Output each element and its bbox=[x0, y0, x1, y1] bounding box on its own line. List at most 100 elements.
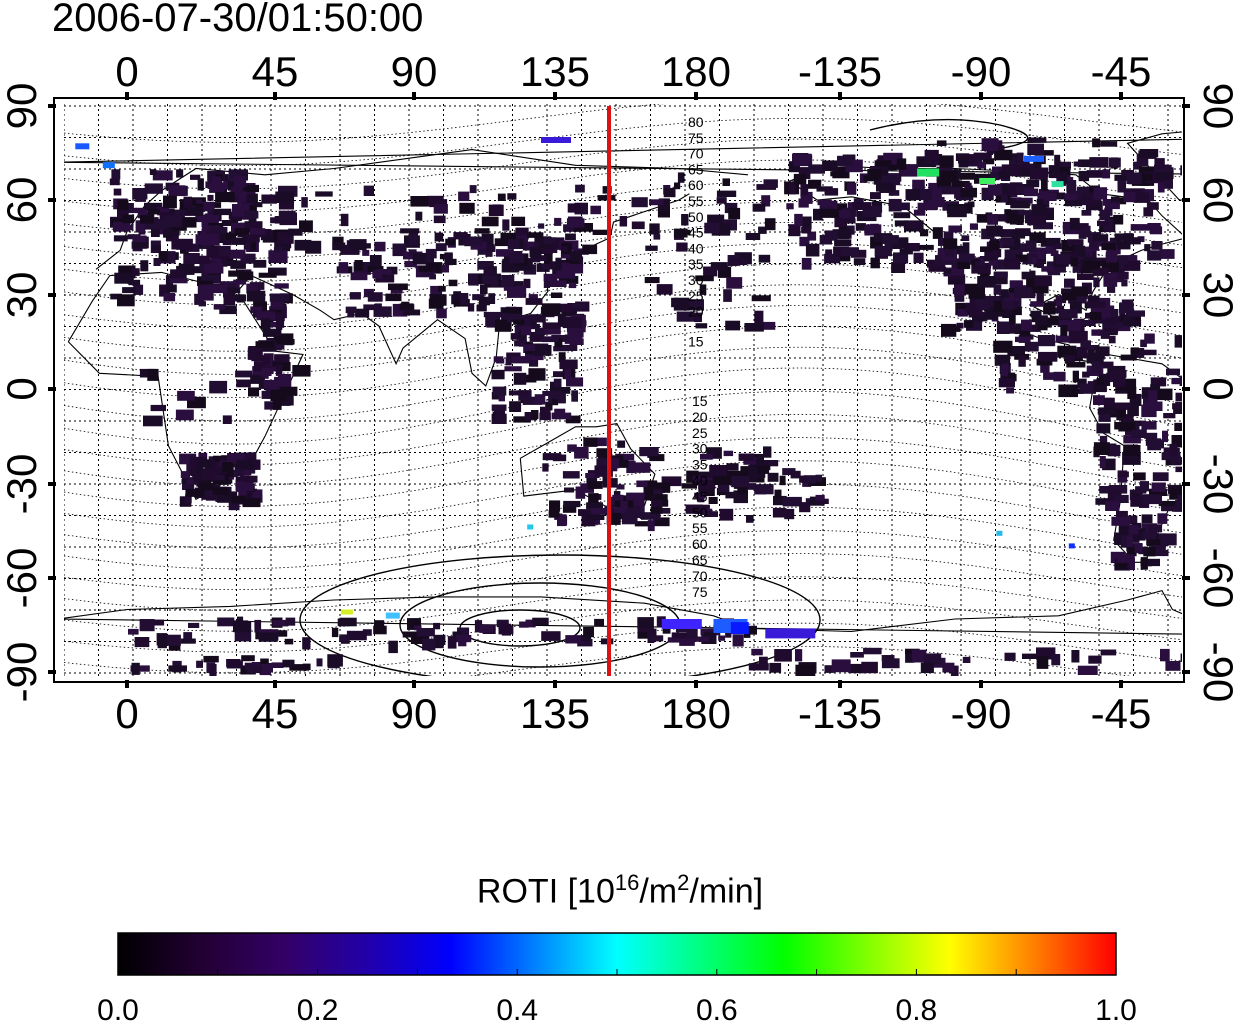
roti-cell bbox=[514, 325, 522, 335]
roti-cell bbox=[522, 396, 542, 405]
roti-cell bbox=[340, 213, 349, 227]
roti-cell bbox=[1062, 292, 1077, 301]
right-axis-tick: 90 bbox=[1195, 83, 1240, 130]
roti-cell bbox=[1060, 171, 1068, 184]
roti-cell bbox=[725, 491, 736, 499]
roti-cell bbox=[718, 635, 726, 641]
roti-cell bbox=[542, 322, 561, 329]
contour-line bbox=[64, 242, 1182, 306]
roti-cell bbox=[795, 664, 816, 676]
roti-cell bbox=[169, 278, 188, 284]
roti-cell bbox=[110, 293, 123, 300]
roti-cell bbox=[590, 508, 608, 515]
roti-cell bbox=[1000, 289, 1009, 298]
roti-cell bbox=[595, 437, 607, 447]
roti-cell bbox=[1100, 649, 1117, 656]
roti-cell bbox=[813, 208, 823, 221]
roti-cell bbox=[1073, 245, 1086, 257]
roti-cell bbox=[594, 465, 613, 477]
roti-cell bbox=[1001, 300, 1015, 310]
roti-cell bbox=[468, 273, 479, 286]
roti-cell bbox=[557, 313, 566, 327]
roti-cell bbox=[1096, 378, 1104, 385]
roti-cell bbox=[891, 262, 906, 273]
roti-cell bbox=[241, 492, 253, 498]
roti-cell bbox=[483, 267, 495, 276]
roti-cell bbox=[723, 450, 734, 457]
roti-cell bbox=[510, 333, 521, 340]
roti-cell bbox=[1127, 310, 1145, 317]
roti-cell bbox=[428, 640, 444, 649]
roti-cell bbox=[164, 215, 183, 228]
roti-cell bbox=[477, 261, 494, 270]
roti-cell bbox=[273, 246, 283, 253]
bottom-axis-tick: 180 bbox=[661, 690, 731, 737]
roti-cell bbox=[532, 617, 549, 626]
roti-cell bbox=[1089, 312, 1102, 320]
roti-cell bbox=[525, 298, 543, 305]
roti-cell bbox=[1103, 274, 1118, 287]
roti-cell bbox=[590, 205, 601, 215]
roti-cell bbox=[345, 306, 357, 314]
roti-cell bbox=[228, 249, 246, 259]
roti-cell bbox=[790, 470, 801, 479]
roti-cell bbox=[175, 409, 194, 421]
roti-cell bbox=[1147, 250, 1162, 261]
roti-cell bbox=[961, 235, 970, 241]
roti-cell bbox=[226, 660, 243, 669]
roti-cell bbox=[302, 663, 311, 671]
roti-cell bbox=[650, 506, 663, 514]
roti-cell bbox=[187, 396, 206, 409]
roti-cell bbox=[653, 234, 661, 240]
roti-cell bbox=[763, 179, 778, 188]
roti-cell bbox=[268, 366, 282, 372]
colorbar-label-mid: /m bbox=[639, 872, 678, 911]
roti-cell bbox=[157, 206, 170, 216]
roti-cell bbox=[1086, 301, 1106, 308]
roti-cell bbox=[1091, 329, 1105, 336]
roti-cell bbox=[1010, 200, 1030, 209]
roti-cell bbox=[544, 251, 553, 264]
roti-cell bbox=[501, 260, 520, 273]
roti-cell bbox=[1011, 230, 1026, 239]
roti-cell bbox=[1216, 143, 1232, 149]
roti-cell bbox=[472, 294, 485, 301]
roti-cell bbox=[1040, 360, 1050, 373]
roti-cell bbox=[226, 456, 237, 465]
roti-cell bbox=[1077, 320, 1096, 327]
roti-cell bbox=[1116, 554, 1135, 563]
roti-cell bbox=[197, 178, 204, 191]
roti-cell bbox=[1208, 156, 1219, 169]
roti-cell bbox=[1000, 229, 1020, 238]
roti-cell bbox=[928, 182, 937, 191]
roti-cell bbox=[1071, 650, 1080, 663]
roti-cell bbox=[1128, 525, 1139, 535]
roti-cell bbox=[571, 303, 586, 309]
roti-cell bbox=[1126, 534, 1133, 548]
roti-cell bbox=[574, 446, 589, 459]
roti-cell bbox=[998, 170, 1010, 179]
roti-cell bbox=[913, 252, 924, 264]
roti-cell bbox=[153, 218, 168, 229]
roti-cell bbox=[681, 483, 697, 489]
roti-cell bbox=[1151, 241, 1163, 250]
contour-label-south: 60 bbox=[692, 536, 708, 552]
roti-cell bbox=[163, 226, 180, 236]
roti-cell bbox=[870, 192, 881, 200]
roti-cell bbox=[570, 250, 582, 262]
bottom-axis-tick: 90 bbox=[391, 690, 438, 737]
roti-cell bbox=[643, 480, 658, 489]
roti-cell bbox=[179, 453, 197, 465]
roti-cell bbox=[987, 214, 998, 225]
roti-cell bbox=[164, 634, 181, 646]
roti-cell bbox=[1004, 258, 1021, 270]
roti-cell bbox=[198, 490, 216, 497]
roti-cell bbox=[1031, 204, 1047, 216]
roti-cell bbox=[113, 188, 122, 196]
roti-cell bbox=[1014, 325, 1023, 335]
roti-cell-high bbox=[1190, 140, 1200, 146]
roti-cell bbox=[567, 444, 577, 452]
roti-cell bbox=[272, 619, 289, 627]
roti-cell bbox=[1147, 223, 1161, 230]
contour-line bbox=[467, 646, 1132, 676]
